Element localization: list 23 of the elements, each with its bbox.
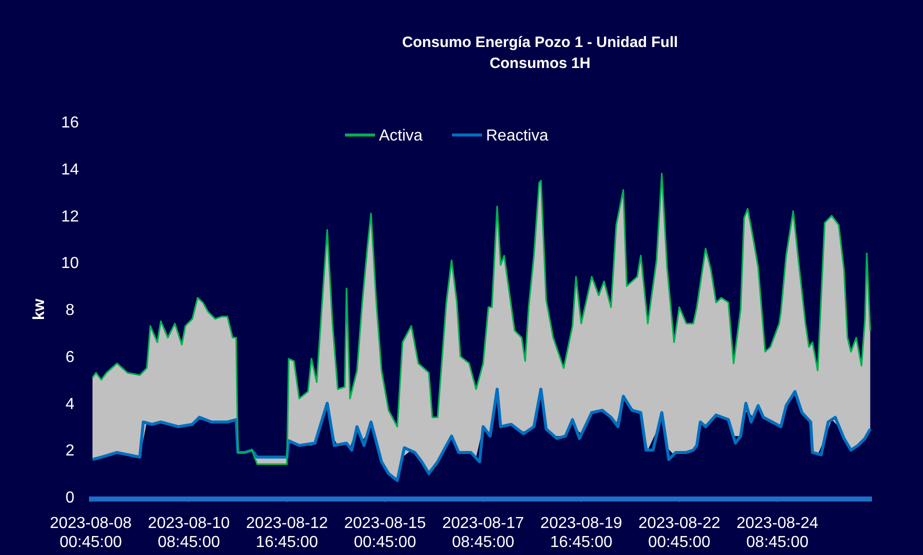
y-tick-label: 16 [61, 114, 79, 132]
x-tick-label: 2023-08-15 00:45:00 [344, 515, 426, 552]
x-tick-label: 2023-08-17 08:45:00 [442, 515, 524, 552]
legend-label: Activa [379, 128, 423, 145]
line-series [91, 388, 872, 482]
y-tick-label: 14 [61, 161, 79, 178]
x-tick-label: 2023-08-08 00:45:00 [50, 515, 132, 552]
x-tick-label: 2023-08-22 00:45:00 [638, 515, 720, 552]
y-tick-label: 4 [66, 396, 75, 413]
x-tick-label: 2023-08-12 16:45:00 [246, 515, 328, 552]
legend-label: Reactiva [486, 128, 548, 145]
x-tick-label: 2023-08-19 16:45:00 [540, 515, 622, 552]
y-tick-label: 2 [66, 442, 75, 460]
x-tick-label: 2023-08-24 08:45:00 [736, 515, 818, 552]
chart-title: Consumo Energía Pozo 1 - Unidad Full [402, 34, 678, 51]
chart-subtitle: Consumos 1H [490, 55, 590, 72]
y-tick-label: 6 [66, 348, 75, 366]
x-tick-label: 2023-08-10 08:45:00 [148, 515, 230, 552]
y-tick-label: 12 [61, 208, 79, 226]
y-tick-label: 8 [66, 302, 75, 320]
y-axis-title: kw [31, 298, 48, 320]
y-tick-label: 10 [61, 255, 79, 272]
y-tick-label: 0 [66, 490, 75, 507]
